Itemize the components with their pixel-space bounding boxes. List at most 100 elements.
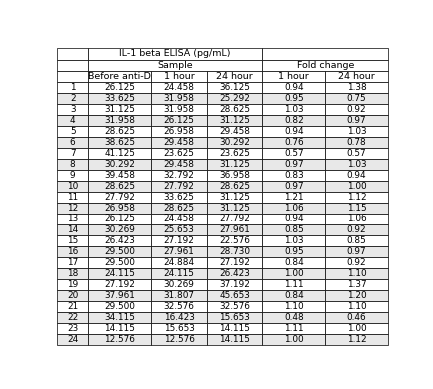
Text: 30.292: 30.292 [104,160,135,169]
Text: 1.00: 1.00 [347,182,366,191]
Bar [207,301,262,312]
Text: 4: 4 [70,116,75,125]
Bar [152,312,207,323]
Text: 30.269: 30.269 [104,225,135,235]
Text: 1.00: 1.00 [284,335,304,344]
Text: 33.625: 33.625 [164,193,194,202]
Bar [207,192,262,203]
Bar [262,48,388,60]
Bar [325,126,388,137]
Bar [88,290,152,301]
Bar [88,192,152,203]
Bar [58,214,88,224]
Text: 26.423: 26.423 [104,237,135,245]
Text: 0.84: 0.84 [284,291,304,300]
Bar [152,323,207,334]
Text: 0.83: 0.83 [284,171,304,180]
Text: 32.792: 32.792 [164,171,194,180]
Text: 15: 15 [67,237,78,245]
Bar [325,279,388,290]
Text: 32.576: 32.576 [219,302,250,311]
Text: 0.76: 0.76 [284,138,304,147]
Bar [325,268,388,279]
Bar [88,279,152,290]
Bar [325,192,388,203]
Bar [58,115,88,126]
Text: 1.12: 1.12 [347,335,366,344]
Text: 25.653: 25.653 [164,225,194,235]
Bar [58,71,88,82]
Text: 12.576: 12.576 [104,335,135,344]
Text: 39.458: 39.458 [104,171,135,180]
Text: 31.125: 31.125 [219,193,250,202]
Text: 24.884: 24.884 [164,258,195,267]
Text: 0.97: 0.97 [284,160,304,169]
Bar [325,312,388,323]
Bar [207,137,262,148]
Text: 6: 6 [70,138,75,147]
Bar [207,312,262,323]
Bar [262,71,325,82]
Bar [152,192,207,203]
Text: 27.961: 27.961 [219,225,250,235]
Bar [58,170,88,181]
Text: 24.115: 24.115 [104,269,135,278]
Text: 1.06: 1.06 [347,214,366,224]
Text: 2: 2 [70,94,75,103]
Bar [58,82,88,93]
Bar [207,71,262,82]
Text: 1.12: 1.12 [347,193,366,202]
Bar [207,126,262,137]
Text: 33.625: 33.625 [104,94,135,103]
Text: 0.94: 0.94 [284,127,304,136]
Text: 27.192: 27.192 [164,237,194,245]
Text: 38.625: 38.625 [104,138,135,147]
Bar [152,246,207,257]
Bar [262,334,325,345]
Text: 0.78: 0.78 [347,138,366,147]
Text: 15.653: 15.653 [219,313,250,322]
Text: 0.92: 0.92 [347,225,366,235]
Bar [152,257,207,268]
Bar [262,60,388,71]
Bar [262,148,325,159]
Text: 28.625: 28.625 [219,182,250,191]
Bar [152,170,207,181]
Bar [207,323,262,334]
Bar [207,334,262,345]
Text: 14.115: 14.115 [219,324,250,333]
Bar [207,93,262,104]
Text: 28.625: 28.625 [164,203,194,212]
Text: 1.10: 1.10 [347,269,366,278]
Text: 14.115: 14.115 [104,324,135,333]
Text: 16.423: 16.423 [164,313,194,322]
Text: 0.95: 0.95 [284,247,304,256]
Bar [325,334,388,345]
Bar [58,181,88,192]
Text: 22: 22 [67,313,78,322]
Text: 1.11: 1.11 [284,280,304,289]
Text: 45.653: 45.653 [219,291,250,300]
Text: 1.11: 1.11 [284,324,304,333]
Bar [88,312,152,323]
Text: 36.125: 36.125 [219,83,250,92]
Text: 24.115: 24.115 [164,269,194,278]
Text: 37.192: 37.192 [219,280,250,289]
Text: 1.06: 1.06 [284,203,304,212]
Bar [262,323,325,334]
Bar [152,82,207,93]
Text: 1.03: 1.03 [347,160,366,169]
Text: 10: 10 [67,182,78,191]
Text: 12.576: 12.576 [164,335,194,344]
Bar [325,137,388,148]
Text: 20: 20 [67,291,78,300]
Text: 18: 18 [67,269,78,278]
Bar [58,137,88,148]
Text: 31.958: 31.958 [164,105,194,114]
Text: 26.423: 26.423 [219,269,250,278]
Text: 29.500: 29.500 [104,302,135,311]
Bar [325,301,388,312]
Text: 0.97: 0.97 [347,116,366,125]
Text: 0.97: 0.97 [284,182,304,191]
Text: 21: 21 [67,302,78,311]
